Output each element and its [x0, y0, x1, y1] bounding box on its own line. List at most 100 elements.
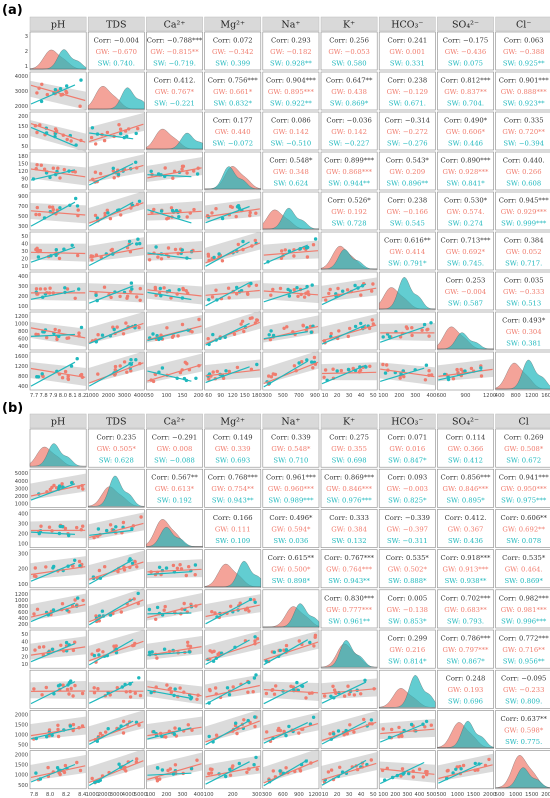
column-header-label: SO₄²⁻ — [452, 20, 479, 31]
sw-point — [479, 366, 483, 370]
cell — [29, 428, 87, 468]
gw-point — [93, 213, 98, 218]
cell: Corr: 0.767*** GW: 0.764*** SW: 0.943** — [320, 549, 378, 589]
sw-point — [130, 287, 134, 291]
cell: Corr: 0.086 GW: 0.142 SW: −0.510 — [262, 111, 320, 151]
y-tick-label: 500 — [18, 214, 28, 220]
gw-point — [214, 288, 218, 292]
ci-band — [262, 712, 319, 742]
gw-point — [53, 127, 58, 131]
column-header-bg — [204, 16, 262, 32]
cell — [146, 111, 203, 151]
gw-point — [381, 362, 385, 367]
gw-point — [328, 732, 332, 736]
gw-point — [323, 694, 327, 698]
sw-regression-line — [30, 562, 76, 582]
y-tick-label: 100 — [18, 304, 28, 310]
gw-text: GW: 0.111 — [215, 525, 251, 533]
sw-point — [212, 255, 216, 260]
cell: Corr: 0.063 GW: −0.388 SW: 0.925** — [495, 31, 550, 71]
cell — [320, 351, 378, 391]
sw-point — [254, 673, 258, 677]
cell — [262, 350, 320, 391]
sw-regression-line — [30, 727, 76, 740]
sw-point — [288, 289, 292, 293]
sw-text: SW: 0.587 — [448, 300, 483, 308]
cell: Corr: 0.248 GW: 0.193 SW: 0.696 — [437, 669, 494, 709]
gw-regression-line — [205, 641, 260, 661]
y-tick-label: 800 — [18, 374, 28, 380]
gw-point — [358, 368, 363, 372]
gw-text: GW: −0.182 — [270, 48, 311, 56]
y-tick-label: 600 — [18, 337, 28, 343]
cell: Corr: −0.036 GW: 0.142 SW: −0.227 — [320, 111, 378, 151]
corr-text: Corr: 0.299 — [387, 635, 427, 643]
gw-point — [182, 601, 186, 606]
sw-point — [341, 289, 345, 293]
y-tick-label: 1200 — [15, 314, 28, 320]
gw-point — [128, 695, 133, 699]
y-tick-label: 1000 — [15, 501, 28, 507]
gw-point — [323, 368, 328, 372]
sw-point — [58, 87, 63, 91]
sw-point — [129, 281, 134, 285]
gw-point — [397, 734, 401, 739]
sw-regression-line — [147, 209, 192, 224]
gw-point — [136, 126, 140, 131]
gw-point — [306, 290, 310, 294]
gw-point — [42, 645, 46, 649]
gw-point — [292, 254, 296, 258]
gw-point — [48, 286, 52, 290]
cell — [29, 710, 87, 749]
gw-point — [181, 164, 186, 168]
gw-regression-line — [263, 723, 319, 740]
column-header-label: Na⁺ — [281, 417, 300, 428]
y-tick-label: 300 — [18, 284, 28, 290]
gw-point — [62, 770, 67, 775]
cell-frame — [320, 428, 378, 468]
sw-text: SW: 0.938** — [445, 577, 487, 585]
corr-text: Corr: 0.535* — [386, 554, 430, 562]
gw-point — [398, 376, 402, 380]
panel-label-a: (a) — [2, 3, 23, 18]
gw-point — [206, 337, 210, 341]
cell — [437, 351, 494, 391]
cell — [29, 31, 87, 71]
corr-text: Corr: 0.812*** — [441, 77, 491, 85]
gw-point — [423, 725, 427, 729]
gw-point — [352, 730, 356, 734]
cell — [320, 629, 378, 669]
sw-regression-line — [30, 483, 76, 501]
y-tick-label: 100 — [18, 582, 28, 588]
gw-regression-line — [30, 327, 86, 339]
gw-point — [63, 369, 68, 374]
gw-text: GW: 0.928*** — [443, 168, 490, 176]
gw-point — [34, 574, 38, 579]
gw-point — [289, 684, 293, 688]
sw-text: SW: 0.513 — [506, 300, 541, 308]
sw-text: SW: 0.956** — [503, 658, 545, 666]
gw-point — [75, 525, 79, 530]
cell — [378, 311, 436, 351]
gw-point — [255, 637, 260, 641]
y-tick-label: 200 — [18, 567, 28, 573]
gw-text: GW: 0.692** — [502, 525, 545, 533]
cell: Corr: 0.339 GW: 0.548* SW: 0.710 — [262, 428, 320, 468]
sw-text: SW: 0.869* — [505, 577, 544, 585]
column-header-label: TDS — [106, 20, 126, 31]
gw-text: GW: 0.929*** — [501, 208, 548, 216]
column-header-label: Na⁺ — [281, 20, 300, 31]
ci-band — [30, 520, 87, 539]
corr-text: Corr: −0.291 — [152, 434, 197, 442]
sw-text: SW: 0.704. — [447, 100, 484, 108]
cell — [262, 629, 320, 669]
cell: Corr: 0.772*** GW: 0.716** SW: 0.956** — [495, 629, 550, 669]
sw-regression-line — [147, 651, 192, 656]
x-tick-label: 1500 — [525, 792, 538, 798]
x-tick-label: 10 — [322, 393, 329, 399]
sw-text: SW: −0.394 — [503, 140, 544, 148]
sw-point — [149, 169, 153, 173]
x-tick-label: 300 — [402, 792, 412, 798]
gw-regression-line — [263, 361, 319, 385]
cell: Corr: 0.786*** GW: 0.797*** SW: 0.867* — [437, 629, 494, 669]
